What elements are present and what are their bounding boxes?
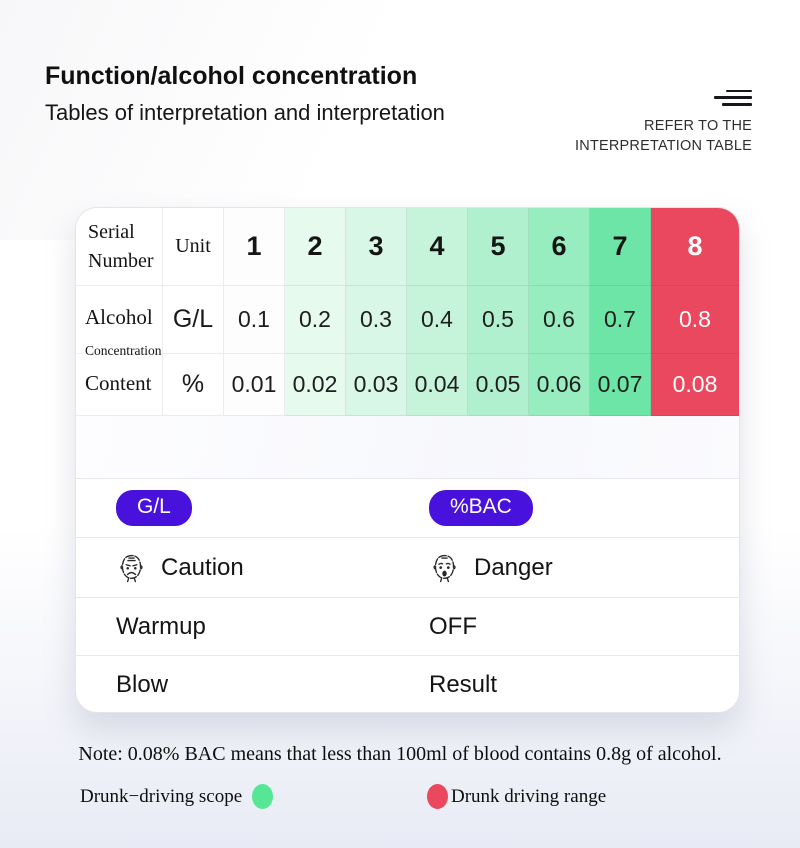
unit-badges-row: G/L %BAC (76, 479, 739, 538)
serial-cell: 2 (285, 208, 346, 286)
refer-text-line2: INTERPRETATION TABLE (575, 137, 752, 154)
gl-value: 0.5 (468, 286, 529, 354)
bac-value-danger: 0.08 (651, 354, 739, 416)
serial-number-header: Serial Number (76, 208, 163, 286)
serial-cell: 7 (590, 208, 651, 286)
legend-safe: Drunk−driving scope (80, 784, 274, 809)
gl-value: 0.7 (590, 286, 651, 354)
gl-value: 0.6 (529, 286, 590, 354)
gl-value: 0.2 (285, 286, 346, 354)
bac-value: 0.02 (285, 354, 346, 416)
bac-value: 0.05 (468, 354, 529, 416)
refer-text-line1: REFER TO THE (644, 118, 752, 134)
shocked-face-icon (433, 554, 456, 582)
legend-safe-label: Drunk−driving scope (80, 785, 243, 807)
gl-value: 0.4 (407, 286, 468, 354)
serial-cell: 4 (407, 208, 468, 286)
caution-label: Caution (161, 553, 244, 581)
gl-value-danger: 0.8 (651, 286, 739, 354)
red-dot-icon (427, 784, 448, 809)
percent-unit-cell: % (163, 354, 224, 416)
bac-value: 0.01 (224, 354, 285, 416)
result-label: Result (429, 671, 498, 698)
spacer-row (76, 416, 739, 479)
bac-note: Note: 0.08% BAC means that less than 100… (78, 743, 722, 765)
serial-cell: 3 (346, 208, 407, 286)
green-dot-icon (252, 784, 274, 809)
refer-note: REFER TO THE INTERPRETATION TABLE (575, 90, 752, 156)
legend-danger: Drunk driving range (427, 784, 606, 809)
gl-value: 0.3 (346, 286, 407, 354)
blow-row: Blow Result (76, 656, 739, 712)
status-row: Caution Danger (76, 538, 739, 598)
concentration-table: Serial Number Unit 1 2 3 4 5 6 7 8 Alcoh… (76, 208, 739, 416)
bac-value: 0.03 (346, 354, 407, 416)
warmup-label: Warmup (116, 612, 206, 640)
off-label: OFF (429, 612, 477, 640)
serial-cell-danger: 8 (651, 208, 739, 286)
serial-cell: 6 (529, 208, 590, 286)
warmup-row: Warmup OFF (76, 598, 739, 656)
worried-face-icon (120, 554, 143, 582)
serial-cell: 1 (224, 208, 285, 286)
gl-value: 0.1 (224, 286, 285, 354)
unit-header: Unit (163, 208, 224, 286)
legend-danger-label: Drunk driving range (451, 785, 607, 807)
page-title: Function/alcohol concentration (45, 62, 418, 90)
interpretation-card: Serial Number Unit 1 2 3 4 5 6 7 8 Alcoh… (75, 207, 740, 713)
blow-label: Blow (116, 671, 169, 698)
bac-value: 0.07 (590, 354, 651, 416)
bac-value: 0.06 (529, 354, 590, 416)
bac-badge: %BAC (429, 490, 533, 526)
gl-unit-cell: G/L (163, 286, 224, 354)
danger-label: Danger (474, 553, 553, 581)
bac-value: 0.04 (407, 354, 468, 416)
gl-badge: G/L (116, 490, 192, 526)
page-subtitle: Tables of interpretation and interpretat… (45, 100, 445, 125)
serial-cell: 5 (468, 208, 529, 286)
alcohol-concentration-label: Alcohol Concentration Content (76, 286, 163, 416)
list-lines-icon (575, 90, 752, 106)
